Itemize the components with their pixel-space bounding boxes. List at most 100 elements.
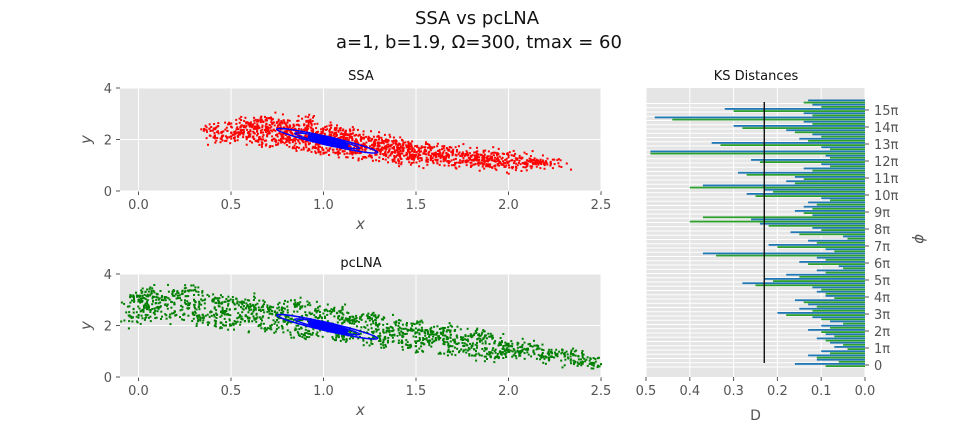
- pclna-point: [398, 319, 400, 322]
- ssa-point: [502, 164, 505, 167]
- ssa-point: [279, 133, 282, 136]
- ssa-point: [424, 149, 427, 152]
- pclna-point: [473, 348, 476, 351]
- ks-bar: [825, 248, 865, 251]
- pclna-point: [127, 327, 130, 330]
- ssa-point: [375, 159, 378, 162]
- ssa-point: [408, 161, 411, 164]
- pclna-point: [286, 305, 289, 308]
- pclna-point: [295, 324, 298, 327]
- ssa-point: [508, 151, 511, 154]
- pclna-point: [219, 321, 222, 324]
- pclna-point: [422, 339, 425, 341]
- pclna-xtick-label: 2.0: [498, 384, 519, 399]
- pclna-point: [443, 327, 446, 329]
- ssa-point: [394, 140, 397, 143]
- pclna-point: [203, 299, 206, 302]
- ks-ytick-label: 15π: [874, 104, 899, 119]
- pclna-point: [500, 340, 503, 342]
- ks-bar: [821, 135, 865, 138]
- pclna-point: [123, 302, 126, 305]
- pclna-point: [412, 322, 415, 325]
- pclna-point: [374, 314, 377, 317]
- pclna-point: [266, 304, 269, 307]
- ssa-point: [270, 139, 273, 141]
- ssa-point: [382, 142, 385, 145]
- ks-bar: [825, 271, 865, 274]
- pclna-point: [232, 324, 235, 327]
- pclna-point: [338, 318, 341, 321]
- ssa-point: [297, 119, 300, 122]
- pclna-point: [258, 309, 260, 312]
- pclna-point: [356, 325, 358, 328]
- pclna-point: [459, 328, 462, 331]
- ssa-point: [316, 122, 319, 125]
- ks-bar: [816, 337, 865, 340]
- ssa-point: [271, 135, 274, 138]
- ssa-point: [244, 116, 247, 119]
- pclna-point: [370, 323, 373, 326]
- pclna-point: [406, 322, 408, 324]
- ssa-point: [355, 133, 358, 136]
- pclna-point: [419, 320, 421, 323]
- pclna-point: [377, 316, 379, 319]
- ssa-point: [295, 138, 297, 141]
- pclna-point: [284, 299, 286, 302]
- pclna-point: [293, 302, 296, 305]
- ssa-point: [324, 128, 327, 131]
- pclna-point: [258, 316, 261, 319]
- ssa-point: [274, 129, 277, 132]
- pclna-point: [489, 332, 492, 335]
- pclna-point: [465, 351, 468, 354]
- ssa-point: [262, 134, 265, 137]
- pclna-point: [160, 299, 163, 301]
- pclna-point: [221, 308, 224, 311]
- ssa-point: [275, 134, 277, 137]
- pclna-point: [428, 333, 431, 336]
- pclna-point: [270, 323, 273, 326]
- ssa-point: [528, 160, 531, 163]
- pclna-point: [588, 359, 591, 362]
- pclna-point: [589, 357, 592, 360]
- pclna-point: [537, 353, 540, 356]
- ssa-point: [276, 143, 279, 146]
- pclna-point: [466, 338, 469, 341]
- pclna-point: [493, 341, 496, 344]
- ssa-point: [297, 146, 300, 149]
- pclna-point: [201, 299, 204, 302]
- ssa-point: [304, 142, 307, 145]
- pclna-point: [290, 318, 293, 321]
- ssa-point: [234, 140, 237, 142]
- pclna-point: [186, 304, 189, 307]
- ssa-point: [391, 158, 394, 161]
- ssa-point: [306, 149, 309, 152]
- ssa-point: [296, 146, 298, 148]
- ssa-point: [457, 161, 460, 164]
- ssa-point: [399, 150, 402, 153]
- ssa-point: [328, 149, 330, 152]
- pclna-point: [348, 318, 351, 321]
- ssa-point: [286, 136, 289, 139]
- ssa-point: [249, 140, 252, 143]
- pclna-point: [294, 329, 296, 332]
- pclna-point: [391, 330, 394, 332]
- pclna-point: [326, 313, 329, 316]
- pclna-point: [192, 317, 195, 320]
- ssa-point: [260, 138, 263, 141]
- pclna-point: [353, 332, 356, 335]
- ssa-point: [267, 128, 270, 131]
- ssa-point: [306, 135, 308, 138]
- pclna-point: [393, 334, 396, 337]
- pclna-point: [306, 336, 308, 338]
- ssa-point: [286, 121, 289, 124]
- ssa-point: [344, 136, 347, 139]
- ssa-point: [498, 155, 501, 158]
- pclna-point: [301, 314, 304, 317]
- pclna-point: [430, 345, 433, 348]
- ssa-point: [328, 147, 331, 150]
- pclna-point: [332, 309, 335, 312]
- pclna-point: [286, 329, 289, 332]
- pclna-xtick-label: 1.5: [406, 384, 427, 399]
- pclna-point: [295, 305, 298, 308]
- ssa-point: [400, 161, 403, 164]
